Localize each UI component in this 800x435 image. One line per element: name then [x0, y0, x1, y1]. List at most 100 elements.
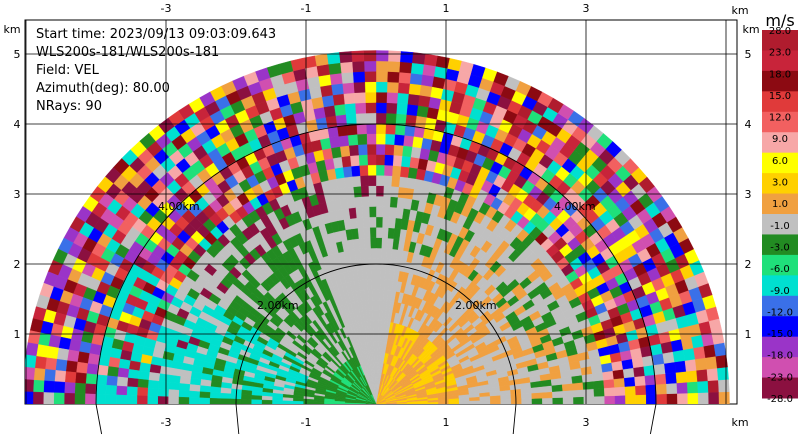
colorbar-label: -1.0: [770, 221, 790, 232]
velocity-cell: [697, 380, 709, 394]
velocity-cell: [302, 401, 314, 404]
range-ring-label: 2.00km: [455, 299, 497, 312]
velocity-cell: [87, 353, 100, 366]
velocity-cell: [396, 196, 406, 209]
velocity-cell: [54, 370, 67, 383]
velocity-cell: [351, 175, 362, 188]
velocity-cell: [189, 384, 201, 392]
velocity-cell: [349, 154, 360, 167]
velocity-cell: [633, 366, 646, 378]
colorbar-swatch: [762, 70, 798, 92]
velocity-cell: [364, 247, 372, 260]
velocity-cell: [552, 397, 564, 404]
velocity-cell: [368, 206, 377, 218]
axis-ticks: -3 -3 -1 -1 1 1 3 3 1 1 2 2 3 3 4 4 5 5 km km km km: [3, 2, 759, 429]
velocity-cell: [675, 371, 688, 384]
velocity-cell: [375, 206, 384, 218]
velocity-cell: [375, 112, 387, 124]
velocity-cell: [66, 349, 80, 363]
velocity-cell: [406, 177, 416, 190]
velocity-cell: [420, 74, 435, 87]
colorbar-label: -3.0: [770, 242, 790, 253]
velocity-cell: [500, 399, 512, 404]
range-ring: [95, 123, 657, 405]
velocity-cell: [407, 93, 420, 106]
colorbar-label: -6.0: [770, 264, 790, 275]
velocity-cell: [89, 343, 102, 356]
velocity-cell: [625, 394, 637, 404]
velocity-cell: [398, 61, 413, 74]
velocity-cell: [333, 103, 346, 116]
y-tick-label: 5: [14, 48, 21, 61]
velocity-cell: [398, 176, 409, 189]
velocity-cell: [357, 143, 368, 156]
velocity-cell: [386, 71, 400, 83]
velocity-cell: [271, 400, 283, 404]
velocity-cell: [389, 196, 398, 208]
velocity-cell: [364, 237, 371, 249]
range-ring-label: 2.00km: [257, 299, 299, 312]
info-panel: Start time: 2023/09/13 09:03:09.643 WLS2…: [36, 26, 276, 116]
velocity-cell: [292, 400, 304, 404]
velocity-cell: [366, 143, 377, 155]
velocity-cell: [375, 227, 383, 238]
velocity-cell: [188, 390, 200, 399]
velocity-cell: [422, 63, 436, 77]
velocity-cell: [365, 112, 377, 124]
velocity-cell: [697, 392, 709, 404]
velocity-cell: [345, 113, 357, 126]
x-tick-label: -3: [161, 2, 172, 15]
velocity-cell: [138, 362, 151, 373]
velocity-cell: [382, 206, 391, 218]
velocity-cell: [43, 380, 55, 394]
velocity-cell: [624, 385, 637, 396]
velocity-cell: [261, 395, 273, 401]
velocity-cell: [395, 207, 404, 219]
velocity-cell: [361, 206, 370, 218]
velocity-cell: [407, 166, 418, 179]
velocity-cell: [108, 356, 121, 369]
velocity-cell: [371, 289, 377, 301]
velocity-cell: [136, 387, 149, 397]
velocity-cell: [490, 399, 502, 404]
velocity-cell: [384, 268, 391, 281]
nrays: NRays: 90: [36, 99, 102, 114]
velocity-cell: [662, 351, 675, 364]
velocity-cell: [352, 185, 362, 198]
velocity-cell: [271, 396, 283, 401]
y-tick-label: 4: [745, 118, 752, 131]
colorbar-swatch: [762, 295, 798, 317]
range-rings: 2.00km 2.00km 4.00km 4.00km: [95, 123, 657, 435]
y-tick-label: 5: [745, 48, 752, 61]
velocity-cell: [64, 381, 76, 394]
velocity-cell: [375, 237, 383, 249]
velocity-cell: [351, 60, 365, 73]
velocity-cell: [696, 368, 709, 382]
velocity-cell: [25, 342, 39, 357]
velocity-cell: [382, 195, 391, 208]
velocity-cell: [105, 384, 117, 396]
velocity-cell: [674, 360, 687, 373]
colorbar-swatch: [762, 30, 798, 51]
velocity-cell: [392, 154, 403, 167]
velocity-cell: [199, 397, 210, 404]
colorbar-label: 23.0: [769, 48, 791, 59]
colorbar-swatch: [762, 173, 798, 195]
velocity-cell: [147, 395, 159, 404]
velocity-cell: [209, 386, 222, 394]
velocity-cell: [375, 268, 381, 280]
start-time: Start time: 2023/09/13 09:03:09.643: [36, 27, 277, 42]
velocity-cell: [321, 94, 335, 108]
axis-unit-label: km: [731, 416, 748, 429]
velocity-cell: [209, 397, 221, 404]
velocity-cell: [356, 133, 368, 145]
velocity-cell: [385, 102, 398, 114]
velocity-cell: [380, 268, 386, 280]
velocity-cell: [339, 61, 354, 74]
velocity-cell: [654, 373, 667, 385]
y-tick-label: 1: [745, 328, 752, 341]
velocity-cell: [53, 381, 66, 394]
velocity-cell: [409, 72, 423, 86]
velocity-cell: [622, 367, 635, 379]
velocity-cell: [635, 384, 647, 396]
